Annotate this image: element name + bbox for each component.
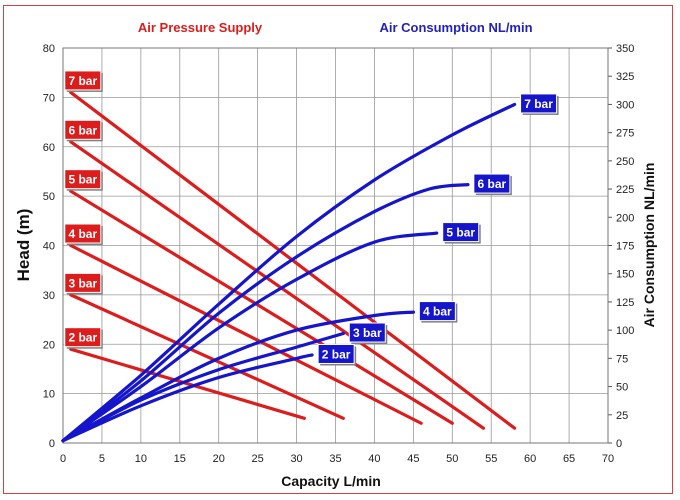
y-tick-label-10: 10 [43, 389, 55, 401]
y2-tick-label-50: 50 [616, 382, 628, 394]
air-consumption-lines [61, 102, 517, 443]
air-2-bar-badge-label: 2 bar [322, 347, 351, 361]
head-2-bar-badge [64, 327, 102, 348]
x-tick-label-10: 10 [135, 453, 147, 465]
x-tick-label-65: 65 [563, 453, 575, 465]
x-tick-label-40: 40 [368, 453, 380, 465]
y2-tick-label-200: 200 [616, 212, 634, 224]
y2-tick-label-150: 150 [616, 269, 634, 281]
y2-tick-label-75: 75 [616, 353, 628, 365]
head-4-bar-line [69, 243, 423, 425]
head-5-bar-badge [64, 169, 102, 190]
x-tick-label-20: 20 [213, 453, 225, 465]
head-6-bar-badge [64, 119, 102, 140]
y-tick-label-60: 60 [43, 142, 55, 154]
air-5-bar-badge [442, 222, 480, 243]
y-axis-title: Head (m) [14, 209, 33, 282]
y-tick-label-50: 50 [43, 191, 55, 203]
x-axis-title: Capacity L/min [281, 473, 381, 489]
air-2-bar-badge [317, 343, 355, 364]
head-3-bar-line [69, 293, 345, 420]
x-tick-label-25: 25 [252, 453, 264, 465]
air-2-bar-curve [61, 353, 314, 443]
air-3-bar-badge [348, 322, 386, 343]
y2-tick-label-100: 100 [616, 325, 634, 337]
y2-tick-label-0: 0 [616, 438, 622, 450]
y2-tick-label-350: 350 [616, 43, 634, 55]
air-6-bar-badge [473, 173, 511, 194]
y2-tick-label-125: 125 [616, 297, 634, 309]
head-7-bar-badge [64, 70, 102, 91]
x-tick-label-30: 30 [290, 453, 302, 465]
x-tick-label-55: 55 [485, 453, 497, 465]
y2-tick-label-300: 300 [616, 99, 634, 111]
air-5-bar-curve [61, 231, 439, 443]
chart-frame [3, 5, 673, 494]
head-7-bar-badge-label: 7 bar [68, 74, 97, 88]
head-5-bar-badge-label: 5 bar [68, 173, 97, 187]
y-tick-label-30: 30 [43, 290, 55, 302]
x-tick-label-70: 70 [602, 453, 614, 465]
x-tick-label-50: 50 [446, 453, 458, 465]
y2-tick-label-175: 175 [616, 241, 634, 253]
y2-tick-label-325: 325 [616, 71, 634, 83]
head-3-bar-badge-label: 3 bar [68, 276, 97, 290]
y2-tick-label-275: 275 [616, 128, 634, 140]
title-air-consumption: Air Consumption NL/min [379, 20, 532, 35]
title-air-pressure-supply: Air Pressure Supply [138, 20, 263, 35]
air-7-bar-curve [61, 102, 517, 443]
y2-tick-label-25: 25 [616, 410, 628, 422]
y-tick-label-80: 80 [43, 43, 55, 55]
air-3-bar-badge-label: 3 bar [353, 326, 382, 340]
head-5-bar-line [69, 189, 454, 425]
y-tick-label-70: 70 [43, 92, 55, 104]
x-tick-label-35: 35 [329, 453, 341, 465]
x-tick-label-5: 5 [99, 453, 105, 465]
air-4-bar-badge-label: 4 bar [423, 305, 452, 319]
head-4-bar-badge-label: 4 bar [68, 227, 97, 241]
head-2-bar-line [69, 347, 306, 420]
air-5-bar-badge-label: 5 bar [446, 226, 475, 240]
head-3-bar-badge [64, 272, 102, 293]
y2-tick-label-225: 225 [616, 184, 634, 196]
x-tick-label-15: 15 [174, 453, 186, 465]
head-6-bar-badge-label: 6 bar [68, 123, 97, 137]
head-4-bar-badge [64, 223, 102, 244]
x-tick-label-45: 45 [407, 453, 419, 465]
tick-labels: 0 5 10 15 20 25 30 35 40 45 50 55 60 65 70010203040506… [43, 43, 635, 465]
air-4-bar-badge [418, 301, 456, 322]
plot-border [62, 47, 609, 444]
air-6-bar-badge-label: 6 bar [478, 177, 507, 191]
x-tick-label-0: 0 [60, 453, 66, 465]
air-7-bar-badge [520, 93, 558, 114]
air-3-bar-curve [61, 331, 345, 443]
y2-tick-label-250: 250 [616, 156, 634, 168]
y-tick-label-40: 40 [43, 241, 55, 253]
air-6-bar-curve [61, 183, 470, 443]
air-7-bar-badge-label: 7 bar [524, 97, 553, 111]
y-tick-label-20: 20 [43, 339, 55, 351]
y-tick-label-0: 0 [49, 438, 55, 450]
y2-axis-title: Air Consumption NL/min [641, 163, 657, 328]
x-tick-label-60: 60 [524, 453, 536, 465]
head-2-bar-badge-label: 2 bar [68, 331, 97, 345]
head-6-bar-line [69, 140, 486, 430]
